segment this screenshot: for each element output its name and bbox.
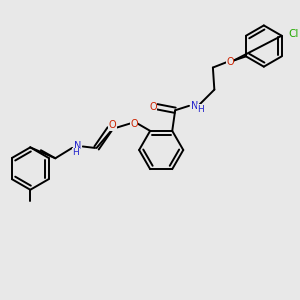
Text: O: O bbox=[226, 57, 234, 67]
Text: O: O bbox=[149, 102, 157, 112]
Text: O: O bbox=[109, 120, 117, 130]
Text: H: H bbox=[197, 105, 204, 114]
Text: N: N bbox=[190, 101, 198, 111]
Text: O: O bbox=[130, 118, 138, 128]
Text: N: N bbox=[74, 142, 81, 152]
Text: H: H bbox=[73, 148, 79, 158]
Text: Cl: Cl bbox=[288, 29, 298, 39]
